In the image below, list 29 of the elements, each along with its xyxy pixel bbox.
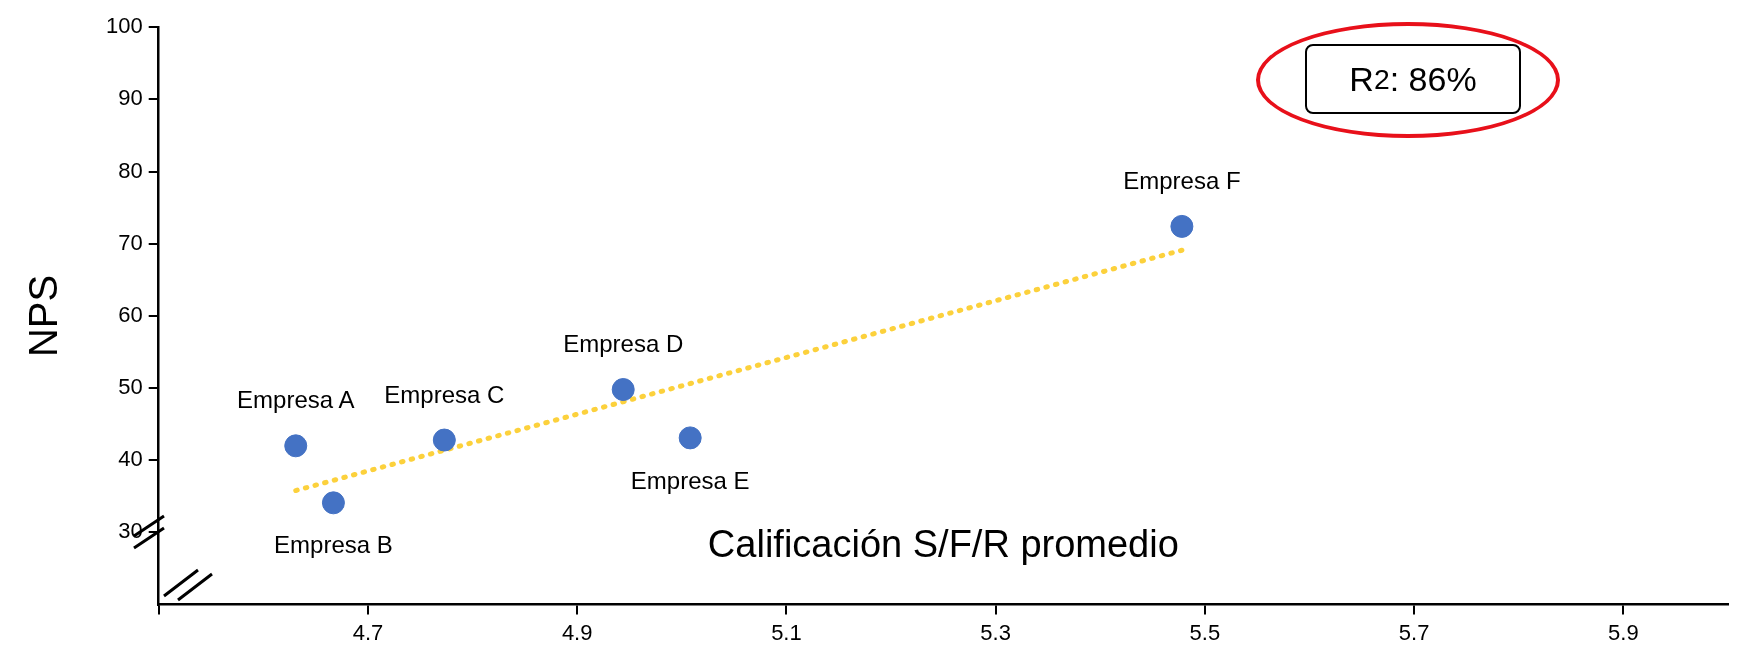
- y-axis-title: NPS: [21, 274, 66, 358]
- y-tick-label: 40: [118, 446, 143, 472]
- annotation: Empresa B: [274, 531, 393, 559]
- point: [432, 428, 456, 452]
- y-tick-label: 50: [118, 374, 143, 400]
- y-tick-label: 100: [105, 13, 143, 39]
- y-tick-label: 80: [118, 157, 143, 183]
- annotation: Empresa D: [563, 330, 684, 358]
- point: [678, 426, 702, 450]
- point: [284, 434, 308, 458]
- point: [611, 378, 635, 402]
- y-tick-label: 70: [118, 229, 143, 255]
- annotation: Empresa E: [630, 466, 750, 494]
- x-axis-title: Calificación S/F/R promedio: [707, 523, 1179, 566]
- x-tick-label: 4.7: [352, 619, 384, 645]
- x-tick-label: 4.9: [561, 619, 593, 645]
- x-tick-label: 5.3: [980, 619, 1011, 645]
- x-tick-label: 5.5: [1189, 619, 1221, 645]
- y-tick-label: 30: [118, 518, 143, 544]
- x-tick-label: 5.7: [1398, 619, 1430, 645]
- y-tick-label: 60: [118, 301, 143, 327]
- point: [321, 491, 345, 515]
- x-tick-label: 5.9: [1608, 619, 1639, 645]
- annotation: Empresa C: [384, 380, 505, 408]
- y-tick-label: 90: [118, 85, 143, 111]
- point: [1170, 214, 1194, 238]
- x-tick-label: 5.1: [771, 619, 802, 645]
- annotation: Empresa A: [237, 386, 355, 414]
- annotation: Empresa F: [1123, 167, 1241, 195]
